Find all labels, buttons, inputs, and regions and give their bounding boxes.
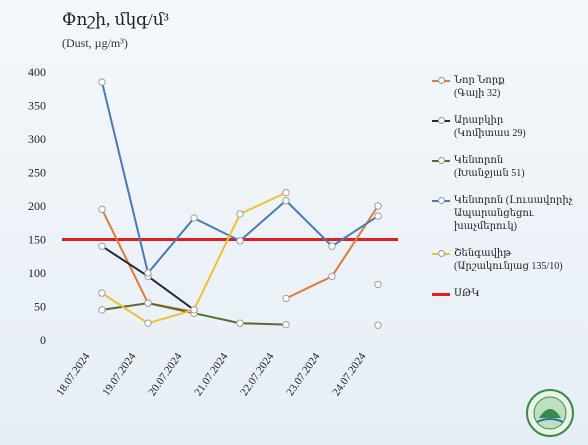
- x-tick-label: 22.07.2024: [238, 350, 277, 398]
- y-tick-label: 50: [34, 300, 46, 314]
- data-point: [98, 78, 106, 86]
- legend-label: Շենգավիթ (Արշակունյաց 135/10): [454, 248, 563, 272]
- data-point: [236, 319, 244, 327]
- legend-item: ՍԹԿ: [432, 287, 582, 300]
- data-point: [190, 214, 198, 222]
- data-point: [144, 319, 152, 327]
- legend-item: Նոր Նորք (Գայի 32): [432, 74, 582, 100]
- series-4: [98, 188, 382, 327]
- data-point: [282, 196, 290, 205]
- legend-swatch: [432, 197, 450, 204]
- data-point: [98, 242, 106, 250]
- legend-swatch: [432, 293, 450, 296]
- x-tick-label: 24.07.2024: [330, 350, 369, 398]
- data-point: [374, 280, 382, 289]
- legend-label: Արաբկիր (Կոմիտաս 29): [454, 115, 526, 139]
- data-point: [144, 269, 152, 277]
- data-point: [98, 306, 106, 314]
- legend-label: Կենտրոն (Լուսավորիչ Ապարանցեցու խաչմերու…: [454, 195, 573, 232]
- series-line: [101, 191, 287, 325]
- series-layer: [98, 78, 382, 329]
- organization-logo: [526, 389, 574, 437]
- x-tick-label: 19.07.2024: [100, 350, 139, 398]
- y-tick-label: 350: [28, 99, 46, 113]
- x-tick-label: 18.07.2024: [54, 350, 93, 398]
- data-point: [282, 294, 290, 303]
- legend-label: ՍԹԿ: [454, 288, 480, 299]
- x-tick-label: 20.07.2024: [146, 350, 185, 398]
- y-tick-label: 0: [40, 333, 46, 347]
- chart-subtitle: (Dust, µg/m³): [62, 36, 128, 50]
- data-point: [328, 272, 336, 281]
- legend-swatch: [432, 250, 450, 257]
- series-0: [98, 202, 382, 316]
- data-point: [374, 321, 382, 329]
- legend-swatch: [432, 117, 450, 124]
- legend-item: Շենգավիթ (Արշակունյաց 135/10): [432, 247, 582, 273]
- x-tick-label: 21.07.2024: [192, 350, 231, 398]
- y-tick-label: 200: [28, 199, 46, 213]
- y-tick-label: 250: [28, 166, 46, 180]
- data-point: [236, 237, 244, 245]
- y-tick-label: 300: [28, 132, 46, 146]
- x-tick-label: 23.07.2024: [284, 350, 323, 398]
- y-tick-label: 100: [28, 266, 46, 280]
- data-point: [190, 306, 198, 314]
- series-line: [285, 205, 379, 300]
- chart-legend: Նոր Նորք (Գայի 32) Արաբկիր (Կոմիտաս 29) Կե…: [432, 74, 582, 314]
- legend-label: Նոր Նորք (Գայի 32): [454, 75, 505, 99]
- series-line: [101, 208, 195, 313]
- y-tick-label: 400: [28, 65, 46, 79]
- legend-item: Կենտրոն (Լուսավորիչ Ապարանցեցու խաչմերու…: [432, 194, 582, 233]
- y-tick-label: 150: [28, 233, 46, 247]
- legend-item: Կենտրոն (Խանջյան 51): [432, 154, 582, 180]
- series-2: [98, 299, 382, 329]
- data-point: [144, 299, 152, 307]
- data-point: [98, 289, 106, 297]
- legend-label: Կենտրոն (Խանջյան 51): [454, 155, 525, 179]
- legend-item: Արաբկիր (Կոմիտաս 29): [432, 114, 582, 140]
- chart-title: Փոշի, մկգ/մ³: [62, 10, 169, 29]
- data-point: [328, 242, 336, 250]
- data-point: [374, 212, 382, 220]
- series-3: [98, 78, 382, 277]
- data-point: [374, 202, 382, 210]
- data-point: [282, 188, 290, 197]
- legend-swatch: [432, 157, 450, 164]
- data-point: [236, 210, 244, 218]
- data-point: [282, 320, 290, 329]
- data-point: [98, 205, 106, 214]
- legend-swatch: [432, 77, 450, 84]
